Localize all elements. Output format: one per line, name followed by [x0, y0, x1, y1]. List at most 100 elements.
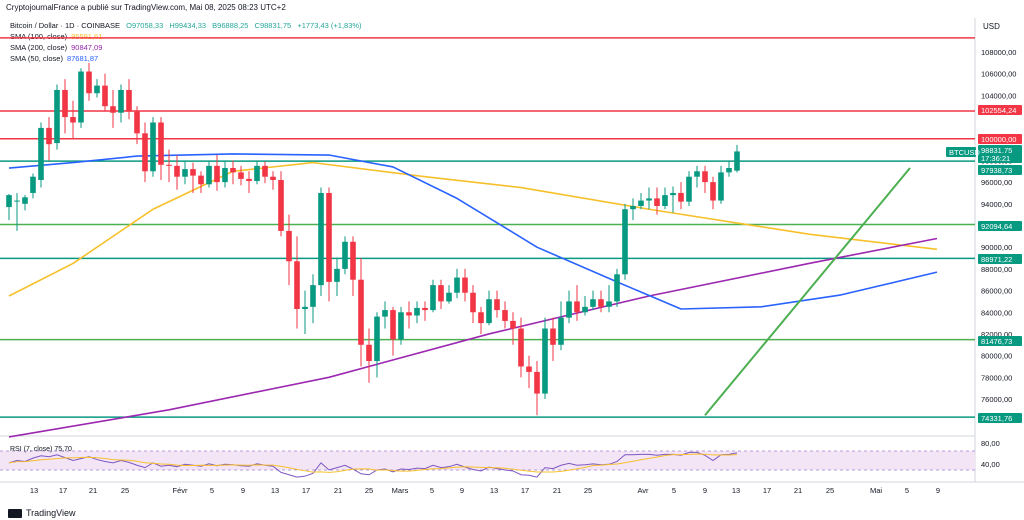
candles[interactable]	[6, 62, 740, 416]
candle-body	[422, 307, 428, 311]
candle-body	[534, 371, 540, 394]
price-tick-label: 80000,00	[981, 352, 1012, 361]
price-tick-label: 76000,00	[981, 395, 1012, 404]
time-tick-label: 17	[521, 486, 529, 495]
time-tick-label: 5	[672, 486, 676, 495]
legend-sma200[interactable]: SMA (200, close) 90847,09	[10, 43, 102, 52]
candle-body	[94, 85, 100, 94]
time-tick-label: Mai	[870, 486, 882, 495]
candle-body	[214, 165, 220, 183]
legend-label: SMA (100, close)	[10, 32, 68, 41]
candle-body	[318, 192, 324, 286]
symbol-name[interactable]: Bitcoin / Dollar · 1D · COINBASE	[10, 21, 121, 30]
candle-body	[510, 320, 516, 329]
rsi-label[interactable]: RSI (7, close) 75,70	[10, 446, 72, 453]
candle-body	[702, 171, 708, 183]
candle-body	[590, 299, 596, 307]
candle-body	[190, 169, 196, 176]
legend-sma50[interactable]: SMA (50, close) 87681,87	[10, 54, 98, 63]
legend-value: 95591,61	[71, 32, 103, 41]
time-tick-label: Févr	[173, 486, 189, 495]
time-tick-label: 5	[905, 486, 909, 495]
price-badge	[978, 254, 1022, 264]
candle-body	[406, 312, 412, 316]
horizontal-levels[interactable]	[0, 37, 975, 418]
candle-body	[134, 111, 140, 134]
price-badge-label: 17:36:21	[981, 154, 1010, 163]
candle-body	[198, 175, 204, 185]
low-value: B96888,25	[212, 21, 249, 30]
rsi-tick-label: 80,00	[981, 439, 1000, 448]
time-tick-label: 17	[59, 486, 67, 495]
candle-body	[726, 168, 732, 173]
footer: TradingView	[8, 508, 76, 518]
candle-body	[678, 192, 684, 202]
time-tick-label: 25	[826, 486, 834, 495]
time-tick-label: Mars	[392, 486, 409, 495]
price-badge	[978, 165, 1022, 175]
candle-body	[46, 127, 52, 145]
candle-body	[118, 89, 124, 113]
candle-body	[342, 241, 348, 269]
time-tick-label: 25	[121, 486, 129, 495]
time-tick-label: 21	[334, 486, 342, 495]
sma200-line	[8, 237, 938, 438]
candle-body	[414, 307, 420, 316]
candle-body	[22, 197, 28, 204]
brand-name: TradingView	[26, 508, 76, 518]
candle-body	[166, 164, 172, 166]
candle-body	[38, 127, 44, 180]
candle-body	[598, 299, 604, 307]
candle-body	[654, 198, 660, 206]
symbol-info: Bitcoin / Dollar · 1D · COINBASE O97058,…	[10, 21, 366, 30]
price-badge	[978, 105, 1022, 115]
candle-body	[30, 176, 36, 193]
candle-body	[222, 168, 228, 183]
price-tick-label: 84000,00	[981, 308, 1012, 317]
candle-body	[622, 209, 628, 275]
candle-body	[470, 292, 476, 313]
time-tick-label: 9	[460, 486, 464, 495]
price-tick-label: 108000,00	[981, 48, 1016, 57]
time-tick-label: 13	[490, 486, 498, 495]
price-tick-label: 90000,00	[981, 243, 1012, 252]
rsi-pane[interactable]: 80,00 40,00	[0, 439, 1000, 478]
trendline[interactable]	[704, 167, 911, 416]
time-tick-label: 5	[430, 486, 434, 495]
price-tick-label: 96000,00	[981, 178, 1012, 187]
moving-averages[interactable]	[8, 153, 938, 438]
time-tick-label: 9	[241, 486, 245, 495]
price-badge-label: 92094,64	[981, 222, 1012, 231]
candle-body	[438, 285, 444, 302]
candle-body	[502, 310, 508, 321]
candle-body	[294, 261, 300, 309]
candle-body	[550, 328, 556, 345]
candle-body	[582, 306, 588, 313]
candle-body	[6, 195, 12, 208]
close-value: C98831,75	[254, 21, 292, 30]
price-badge-label: BTCUSD	[949, 148, 980, 157]
legend-label: SMA (50, close)	[10, 54, 63, 63]
time-tick-label: 25	[584, 486, 592, 495]
price-tick-label: 106000,00	[981, 70, 1016, 79]
price-badge-label: 81476,73	[981, 337, 1012, 346]
candle-body	[662, 195, 668, 206]
candle-body	[102, 85, 108, 107]
sma50-line	[8, 153, 938, 310]
candle-body	[158, 122, 164, 165]
legend-label: SMA (200, close)	[10, 43, 68, 52]
candle-body	[278, 179, 284, 231]
price-badge-label: 102554,24	[981, 106, 1016, 115]
candle-body	[542, 328, 548, 394]
candle-body	[446, 292, 452, 302]
time-tick-label: 13	[732, 486, 740, 495]
candle-body	[670, 192, 676, 196]
open-value: O97058,33	[126, 21, 164, 30]
legend-sma100[interactable]: SMA (100, close) 95591,61	[10, 32, 102, 41]
price-badge	[978, 134, 1022, 144]
price-tick-label: 86000,00	[981, 287, 1012, 296]
time-tick-label: 5	[210, 486, 214, 495]
legend-value: 90847,09	[71, 43, 103, 52]
price-badge	[978, 145, 1022, 155]
